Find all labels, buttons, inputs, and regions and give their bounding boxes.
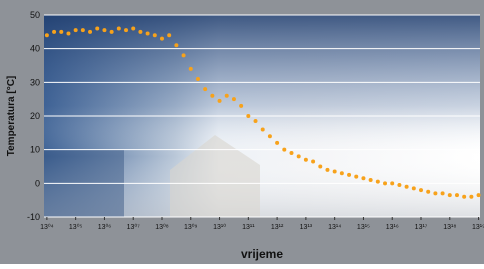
x-tick-label: 13¹⁵	[357, 224, 370, 231]
point	[124, 28, 128, 32]
point	[455, 193, 459, 197]
point	[52, 30, 56, 34]
point	[246, 114, 250, 118]
point	[218, 99, 222, 103]
point	[160, 37, 164, 41]
point	[203, 87, 207, 91]
point	[390, 181, 394, 185]
point	[59, 30, 63, 34]
x-tick-label: 13¹³	[300, 224, 313, 231]
point	[261, 127, 265, 131]
point	[95, 26, 99, 30]
point	[376, 180, 380, 184]
point	[182, 53, 186, 57]
y-tick-label: 50	[30, 10, 40, 20]
x-tick-label: 13⁰⁴	[40, 223, 54, 231]
y-tick-label: 10	[30, 145, 40, 155]
point	[225, 94, 229, 98]
point	[419, 188, 423, 192]
point	[469, 195, 473, 199]
point	[131, 26, 135, 30]
y-tick-label: 0	[35, 178, 40, 188]
x-tick-label: 13¹¹	[242, 224, 255, 231]
point	[441, 191, 445, 195]
point	[340, 171, 344, 175]
point	[354, 175, 358, 179]
point	[297, 154, 301, 158]
point	[383, 181, 387, 185]
point	[138, 30, 142, 34]
point	[405, 185, 409, 189]
x-tick-label: 13⁰⁸	[155, 223, 169, 231]
x-axis-title: vrijeme	[241, 247, 283, 261]
x-tick-label: 13⁰⁹	[184, 223, 198, 231]
point	[289, 151, 293, 155]
point	[397, 183, 401, 187]
x-tick-label: 13¹⁸	[443, 224, 456, 231]
x-tick-label: 13¹⁷	[415, 224, 428, 231]
point	[426, 190, 430, 194]
point	[347, 173, 351, 177]
point	[412, 186, 416, 190]
point	[45, 33, 49, 37]
point	[361, 176, 365, 180]
point	[196, 77, 200, 81]
x-tick-label: 13¹⁶	[386, 224, 399, 231]
point	[311, 159, 315, 163]
point	[81, 28, 85, 32]
chart: Temperatura [°C] vrijeme -10 0 10 20 30 40 50 1…	[0, 0, 484, 264]
point	[110, 30, 114, 34]
point	[88, 30, 92, 34]
point	[448, 193, 452, 197]
point	[268, 134, 272, 138]
point	[102, 28, 106, 32]
point	[254, 119, 258, 123]
point	[74, 28, 78, 32]
point	[239, 104, 243, 108]
point	[174, 43, 178, 47]
y-tick-label: 20	[30, 111, 40, 121]
x-tick-label: 13⁰⁶	[98, 223, 112, 231]
x-tick-label: 13¹⁰	[213, 223, 226, 231]
point	[369, 178, 373, 182]
point	[117, 26, 121, 30]
x-tick-label: 13⁰⁷	[127, 223, 141, 231]
point	[304, 158, 308, 162]
y-tick-label: 40	[30, 44, 40, 54]
point	[275, 141, 279, 145]
x-tick-label: 13¹²	[271, 224, 284, 231]
x-tick-label: 13¹⁴	[328, 224, 341, 231]
point	[433, 191, 437, 195]
point	[66, 32, 70, 36]
point	[153, 33, 157, 37]
x-tick-label: 13⁰⁵	[69, 223, 83, 231]
point	[167, 33, 171, 37]
point	[146, 32, 150, 36]
point	[232, 97, 236, 101]
y-axis-title: Temperatura [°C]	[6, 76, 17, 157]
point	[477, 193, 481, 197]
point	[333, 170, 337, 174]
point	[189, 67, 193, 71]
y-tick-label: 30	[30, 77, 40, 87]
x-tick-label: 13¹⁹	[472, 224, 484, 231]
point	[210, 94, 214, 98]
point	[462, 195, 466, 199]
point	[282, 148, 286, 152]
point	[318, 165, 322, 169]
y-tick-label: -10	[27, 212, 40, 222]
point	[325, 168, 329, 172]
